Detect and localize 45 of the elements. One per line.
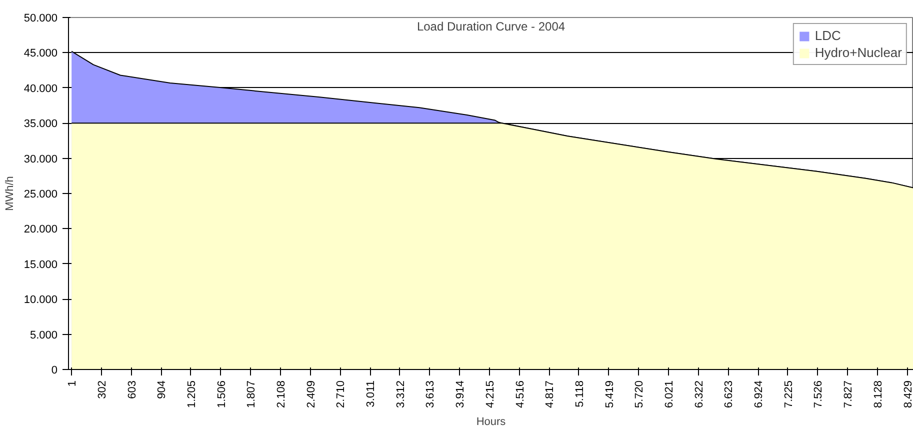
x-tick-label: 7.526 <box>812 380 825 408</box>
x-tick-label: 1 <box>66 380 79 387</box>
y-tick-label: 45.000 <box>24 48 58 60</box>
y-tick-label: 20.000 <box>24 224 58 236</box>
x-tick-label: 6.021 <box>663 380 676 408</box>
x-tick-label: 5.419 <box>604 380 616 408</box>
x-tick-label: 3.914 <box>454 380 467 408</box>
legend-label: LDC <box>814 28 841 43</box>
y-tick-label: 25.000 <box>24 188 58 200</box>
x-tick-label: 7.827 <box>842 380 855 408</box>
x-tick-label: 4.215 <box>484 380 496 408</box>
x-tick-label: 2.710 <box>335 380 348 408</box>
x-tick-label: 302 <box>96 380 108 399</box>
x-tick-label: 6.623 <box>723 380 736 408</box>
x-tick-label: 4.817 <box>544 380 556 408</box>
x-tick-label: 7.225 <box>782 380 795 408</box>
x-tick-label: 8.429 <box>902 380 913 408</box>
x-tick-label: 2.409 <box>305 380 318 408</box>
x-tick-label: 1.205 <box>186 380 198 408</box>
x-tick-label: 4.516 <box>514 380 526 408</box>
chart-title: Load Duration Curve - 2004 <box>416 20 566 34</box>
x-tick-label: 3.011 <box>365 380 378 408</box>
x-tick-label: 6.924 <box>753 380 766 408</box>
y-tick-label: 15.000 <box>24 258 58 271</box>
x-tick-label: 1.506 <box>216 380 228 408</box>
x-tick-label: 904 <box>156 380 168 399</box>
x-tick-label: 8.128 <box>872 380 884 408</box>
x-tick-label: 1.807 <box>246 380 258 408</box>
x-tick-label: 6.322 <box>693 380 706 408</box>
y-tick-label: 5.000 <box>30 329 58 342</box>
x-tick-label: 5.720 <box>634 380 646 408</box>
y-tick-label: 50.000 <box>24 12 58 24</box>
y-tick-label: 10.000 <box>24 294 58 306</box>
x-tick-label: 2.108 <box>275 380 288 408</box>
y-tick-label: 35.000 <box>24 118 58 130</box>
legend-label: Hydro+Nuclear <box>814 45 902 60</box>
x-tick-label: 603 <box>126 380 138 399</box>
x-tick-label: 3.613 <box>424 380 437 408</box>
y-axis-title: MWh/h <box>4 176 16 211</box>
y-tick-label: 30.000 <box>24 153 58 166</box>
y-tick-label: 0 <box>51 364 58 376</box>
x-tick-label: 5.118 <box>574 380 586 408</box>
y-tick-label: 40.000 <box>24 82 58 95</box>
x-axis-title: Hours <box>476 416 506 428</box>
x-tick-label: 3.312 <box>394 380 407 408</box>
